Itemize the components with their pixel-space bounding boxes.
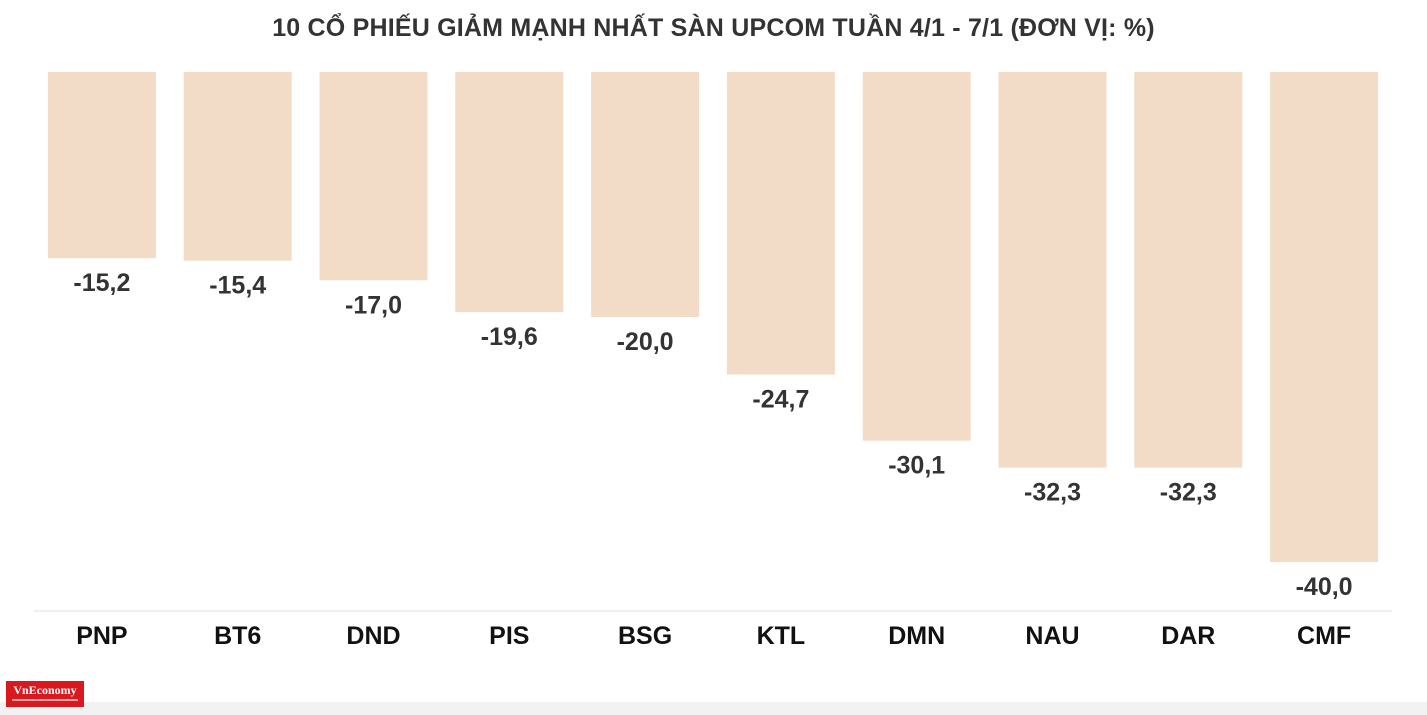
category-label-dnd: DND xyxy=(346,622,400,650)
vneconomy-logo: VnEconomy xyxy=(6,681,84,707)
footer-band xyxy=(0,702,1427,715)
category-label-bsg: BSG xyxy=(618,622,672,650)
category-label-dar: DAR xyxy=(1161,622,1215,650)
category-label-nau: NAU xyxy=(1025,622,1079,650)
category-labels-group: PNP BT6 DND PIS BSG KTL DMN NAU DAR CMF xyxy=(76,622,1351,650)
logo-text: VnEconomy xyxy=(13,683,77,697)
category-label-pnp: PNP xyxy=(76,622,127,650)
bar-dmn xyxy=(862,72,971,441)
bars-group xyxy=(47,72,1379,562)
value-label-dmn: -30,1 xyxy=(888,452,945,480)
value-label-pnp: -15,2 xyxy=(73,269,130,297)
bar-ktl xyxy=(726,72,835,375)
value-labels-group: -15,2 -15,4 -17,0 -19,6 -20,0 -24,7 -30,1 -32,3… xyxy=(73,269,1352,601)
bar-pnp xyxy=(47,72,156,259)
category-label-bt6: BT6 xyxy=(214,622,261,650)
category-label-cmf: CMF xyxy=(1297,622,1351,650)
value-label-cmf: -40,0 xyxy=(1296,573,1353,601)
value-label-pis: -19,6 xyxy=(481,323,538,351)
category-label-ktl: KTL xyxy=(757,622,806,650)
category-label-pis: PIS xyxy=(489,622,529,650)
logo-underline xyxy=(12,699,78,701)
bar-pis xyxy=(455,72,564,313)
value-label-bsg: -20,0 xyxy=(617,328,674,356)
chart-title: 10 CỔ PHIẾU GIẢM MẠNH NHẤT SÀN UPCOM TUẦ… xyxy=(272,14,1155,42)
value-label-dar: -32,3 xyxy=(1160,479,1217,507)
value-label-ktl: -24,7 xyxy=(752,386,809,414)
value-label-dnd: -17,0 xyxy=(345,291,402,319)
category-label-dmn: DMN xyxy=(888,622,945,650)
bar-nau xyxy=(998,72,1107,468)
bar-dnd xyxy=(319,72,428,281)
value-label-nau: -32,3 xyxy=(1024,479,1081,507)
bar-cmf xyxy=(1270,72,1379,562)
bar-bsg xyxy=(591,72,700,317)
value-label-bt6: -15,4 xyxy=(209,272,266,300)
bar-bt6 xyxy=(183,72,292,261)
bar-dar xyxy=(1134,72,1243,468)
